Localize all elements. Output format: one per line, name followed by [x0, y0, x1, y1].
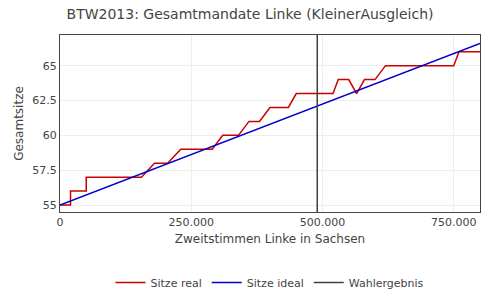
- svg-text:65: 65: [43, 60, 57, 73]
- svg-text:Gesamtsitze: Gesamtsitze: [12, 86, 26, 161]
- svg-text:57.5: 57.5: [32, 164, 57, 177]
- svg-text:BTW2013: Gesamtmandate Linke (: BTW2013: Gesamtmandate Linke (KleinerAus…: [67, 6, 434, 22]
- svg-text:500.000: 500.000: [300, 216, 346, 229]
- svg-text:60: 60: [43, 129, 57, 142]
- svg-text:750.000: 750.000: [431, 216, 477, 229]
- svg-text:62.5: 62.5: [32, 94, 57, 107]
- svg-text:250.000: 250.000: [169, 216, 215, 229]
- svg-text:55: 55: [43, 199, 57, 212]
- svg-text:Zweitstimmen Linke in Sachsen: Zweitstimmen Linke in Sachsen: [175, 232, 365, 246]
- svg-text:Sitze real: Sitze real: [151, 277, 202, 290]
- svg-text:0: 0: [57, 216, 64, 229]
- svg-text:Wahlergebnis: Wahlergebnis: [349, 277, 424, 290]
- svg-text:Sitze ideal: Sitze ideal: [247, 277, 304, 290]
